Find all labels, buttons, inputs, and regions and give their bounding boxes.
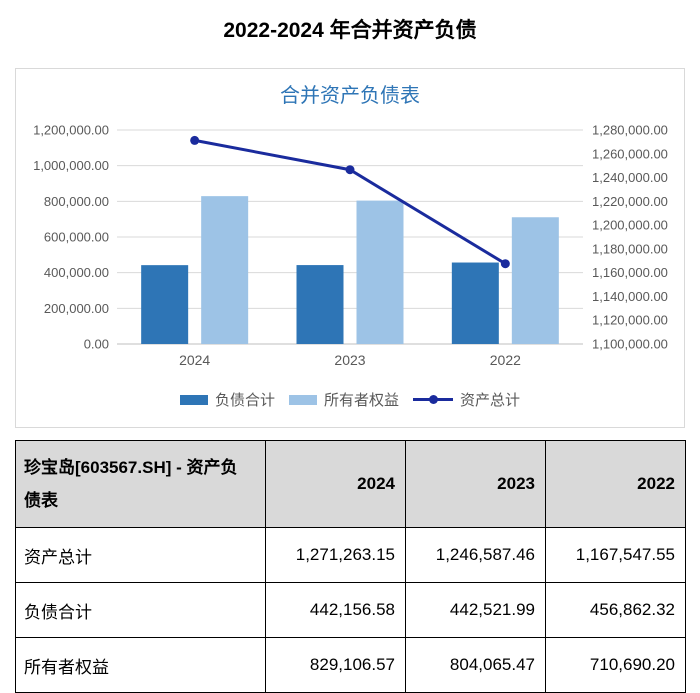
bar-owners-equity-2022: [511, 217, 559, 344]
table-title-cell: 珍宝岛[603567.SH] - 资产负债表: [15, 440, 266, 528]
table-cell-owners-equity-2022: 710,690.20: [545, 637, 686, 693]
table-cell-total-liabilities-2022: 456,862.32: [545, 582, 686, 638]
table-row-total-liabilities: 负债合计 442,156.58 442,521.99 456,862.32: [15, 582, 686, 638]
page-title: 2022-2024 年合并资产负债: [223, 19, 477, 42]
bar-total-liabilities-2023: [296, 265, 344, 344]
bar-total-liabilities-2024: [141, 265, 189, 344]
left-axis-tick-label: 1,200,000.00: [33, 123, 109, 138]
combo-chart: 0.00 200,000.00 400,000.00 600,000.00 800,00…: [33, 123, 668, 369]
table-cell-owners-equity-2023: 804,065.47: [405, 637, 546, 693]
table-header-row: 珍宝岛[603567.SH] - 资产负债表 2024 2023 2022: [15, 440, 686, 528]
left-axis-tick-label: 0.00: [84, 337, 109, 352]
right-axis-tick-label: 1,180,000.00: [592, 241, 668, 256]
right-axis-tick-label: 1,260,000.00: [592, 146, 668, 161]
right-axis-tick-label: 1,240,000.00: [592, 170, 668, 185]
row-label-total-liabilities: 负债合计: [15, 582, 266, 638]
chart-panel: 合并资产负债表 0.00 200,000.00 400,000.00 600,000.…: [15, 68, 685, 428]
table-header-year-2022: 2022: [545, 440, 686, 528]
right-axis-tick-label: 1,280,000.00: [592, 123, 668, 138]
line-marker-total-assets-2022: [500, 259, 510, 269]
legend-line-marker-icon: [413, 395, 453, 404]
line-marker-total-assets-2024: [190, 135, 200, 145]
row-label-total-assets: 资产总计: [15, 527, 266, 583]
bar-owners-equity-2024: [201, 196, 249, 344]
right-axis-tick-label: 1,120,000.00: [592, 313, 668, 328]
legend-item-total-assets: 资产总计: [413, 389, 520, 410]
table-cell-owners-equity-2024: 829,106.57: [265, 637, 406, 693]
line-marker-total-assets-2023: [345, 165, 355, 175]
table-cell-total-assets-2024: 1,271,263.15: [265, 527, 406, 583]
right-axis-tick-label: 1,140,000.00: [592, 289, 668, 304]
table-header-year-2023: 2023: [405, 440, 546, 528]
table-header-year-2024: 2024: [265, 440, 406, 528]
left-axis-tick-label: 400,000.00: [44, 265, 109, 280]
table-row-total-assets: 资产总计 1,271,263.15 1,246,587.46 1,167,547.55: [15, 527, 686, 583]
legend-label: 负债合计: [214, 392, 275, 409]
table-row-owners-equity: 所有者权益 829,106.57 804,065.47 710,690.20: [15, 637, 686, 693]
left-axis-tick-label: 800,000.00: [44, 194, 109, 209]
table-cell-total-assets-2022: 1,167,547.55: [545, 527, 686, 583]
right-axis-tick-label: 1,100,000.00: [592, 337, 668, 352]
legend-label: 所有者权益: [323, 392, 399, 409]
table-cell-total-assets-2023: 1,246,587.46: [405, 527, 546, 583]
table-cell-total-liabilities-2023: 442,521.99: [405, 582, 546, 638]
x-axis-label-2024: 2024: [179, 352, 210, 368]
right-axis-tick-label: 1,200,000.00: [592, 218, 668, 233]
row-label-owners-equity: 所有者权益: [15, 637, 266, 693]
x-axis-label-2022: 2022: [490, 352, 521, 368]
left-axis-tick-label: 200,000.00: [44, 301, 109, 316]
right-axis-tick-label: 1,160,000.00: [592, 265, 668, 280]
legend-swatch-icon: [288, 394, 317, 405]
left-axis-tick-label: 1,000,000.00: [33, 158, 109, 173]
legend-dot-icon: [428, 395, 438, 404]
right-axis-tick-label: 1,220,000.00: [592, 194, 668, 209]
balance-sheet-table: 珍宝岛[603567.SH] - 资产负债表 2024 2023 2022 资产总计 1,…: [15, 440, 686, 693]
legend-label: 资产总计: [460, 392, 521, 409]
legend-item-total-liabilities: 负债合计: [179, 389, 275, 410]
x-axis-label-2023: 2023: [334, 352, 365, 368]
bar-total-liabilities-2022: [451, 262, 499, 344]
legend-item-owners-equity: 所有者权益: [288, 389, 399, 410]
left-axis-tick-label: 600,000.00: [44, 230, 109, 245]
chart-legend: 负债合计 所有者权益 资产总计: [16, 389, 684, 410]
table-cell-total-liabilities-2024: 442,156.58: [265, 582, 406, 638]
bar-owners-equity-2023: [356, 200, 404, 344]
legend-swatch-icon: [179, 394, 208, 405]
chart-title: 合并资产负债表: [280, 85, 420, 107]
